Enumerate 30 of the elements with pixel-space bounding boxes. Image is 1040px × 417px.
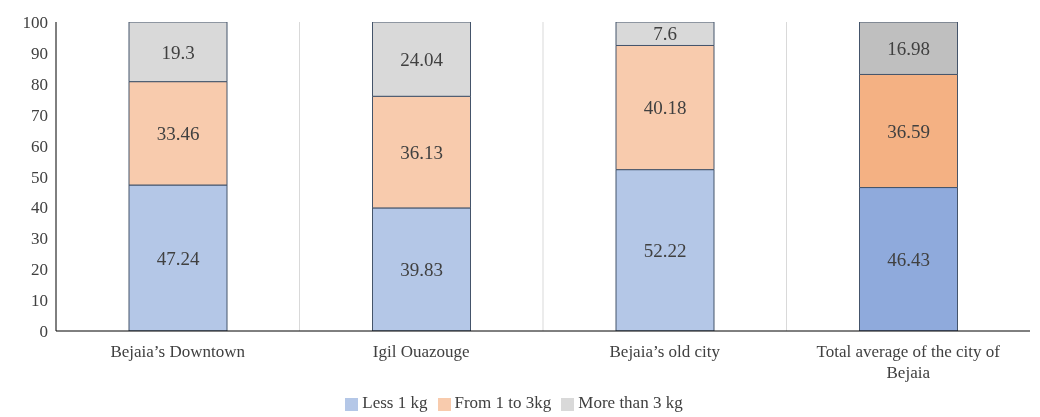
y-tick-label: 100 [22, 13, 48, 33]
data-label: 24.04 [400, 48, 444, 70]
y-tick-label: 60 [31, 136, 48, 156]
y-tick-label: 40 [31, 198, 48, 218]
data-label: 16.98 [887, 37, 930, 59]
data-label: 39.83 [400, 259, 443, 281]
data-label: 33.46 [156, 123, 200, 145]
data-label: 47.24 [156, 247, 200, 269]
x-tick-label: Total average of the city of Bejaia [816, 342, 1001, 382]
y-tick-label: 70 [31, 105, 48, 125]
data-label: 52.22 [643, 240, 687, 262]
x-tick-label: Bejaia’s old city [609, 342, 721, 361]
legend-label: More than 3 kg [578, 393, 683, 412]
y-tick-label: 10 [31, 291, 48, 311]
data-label: 19.3 [161, 41, 195, 63]
data-label: 7.6 [653, 23, 677, 45]
data-label: 46.43 [887, 249, 930, 271]
y-tick-label: 20 [31, 260, 48, 280]
x-tick-label: Bejaia’s Downtown [110, 342, 246, 361]
x-tick-label: Igil Ouazouge [372, 342, 470, 361]
y-tick-label: 30 [31, 229, 48, 249]
legend-label: From 1 to 3kg [454, 393, 552, 412]
data-label: 36.59 [887, 120, 930, 142]
y-tick-label: 80 [31, 74, 48, 94]
data-label: 36.13 [400, 141, 443, 163]
legend-label: Less 1 kg [362, 393, 428, 412]
y-tick-label: 90 [31, 43, 48, 63]
y-tick-label: 50 [31, 167, 48, 187]
y-tick-label: 0 [39, 322, 48, 342]
data-label: 40.18 [643, 97, 687, 119]
